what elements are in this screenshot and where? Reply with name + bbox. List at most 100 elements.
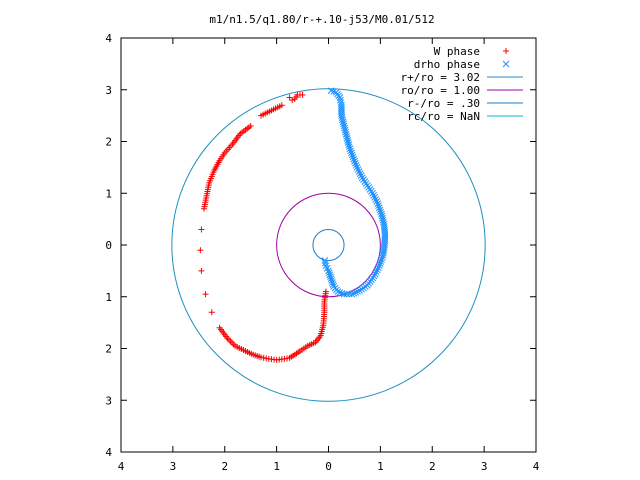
w-phase-point — [201, 205, 207, 212]
reference-circles — [171, 88, 486, 402]
w-phase-point — [284, 355, 290, 362]
x-tick-label: 0 — [325, 460, 332, 473]
y-tick-label: 3 — [105, 394, 112, 407]
drho-phase-point — [375, 262, 383, 270]
drho-phase-point — [341, 126, 349, 134]
legend-label: r+/ro = 3.02 — [401, 71, 480, 84]
x-tick-label: 4 — [118, 460, 125, 473]
drho-phase-point — [372, 196, 380, 203]
x-tick-label: 4 — [533, 460, 540, 473]
y-tick-label: 2 — [105, 343, 112, 356]
drho-phase-point — [341, 124, 348, 132]
drho-phase-point — [378, 210, 385, 218]
w-phase-point — [229, 339, 236, 346]
drho-phase-point — [379, 249, 387, 257]
y-tick-label: 0 — [105, 239, 112, 252]
reference-circle — [276, 192, 381, 298]
w-phase-point — [198, 267, 205, 274]
drho-phase-point — [352, 161, 360, 169]
w-phase-point — [208, 309, 215, 316]
drho-phase-point — [338, 114, 346, 122]
drho-phase-point — [349, 153, 357, 161]
drho-phase-point — [340, 122, 348, 130]
drho-phase-point — [376, 260, 384, 267]
drho-phase-point — [374, 200, 382, 207]
drho-phase-point — [355, 168, 363, 175]
drho-phase-point — [354, 288, 362, 295]
drho-phase-point — [356, 170, 364, 177]
legend-label: r-/ro = .30 — [407, 97, 480, 110]
y-tick-label: 2 — [105, 136, 112, 149]
w-phase-point — [281, 355, 288, 362]
drho-phase-point — [321, 257, 329, 264]
drho-phase-point — [354, 166, 362, 173]
drho-phase-point — [369, 189, 376, 197]
drho-phase-point — [328, 277, 336, 284]
x-tick-label: 2 — [429, 460, 436, 473]
drho-phase-point — [337, 96, 344, 104]
drho-phase-point — [340, 290, 348, 298]
drho-phase-point — [338, 112, 345, 119]
legend-label: drho phase — [414, 58, 480, 71]
drho-phase-point — [346, 145, 354, 153]
drho-phase-point — [343, 132, 351, 140]
x-tick-label: 2 — [221, 460, 228, 473]
drho-phase-point — [339, 116, 346, 124]
drho-phase-point — [378, 256, 385, 263]
drho-phase-point — [345, 143, 353, 151]
drho-phase-point — [375, 202, 382, 210]
w-phase-point — [202, 291, 209, 298]
drho-phase-point — [371, 194, 379, 201]
drho-phase-point — [326, 271, 334, 279]
chart-title: m1/n1.5/q1.80/r-+.10-j53/M0.01/512 — [209, 13, 434, 26]
drho-phase-point — [348, 151, 356, 159]
drho-phase-point — [377, 208, 385, 216]
drho-phase-point — [376, 206, 384, 214]
w-phase-point — [198, 226, 205, 233]
legend-label: W phase — [434, 45, 480, 58]
drho-phase-point — [336, 94, 344, 101]
drho-phase-point — [352, 159, 359, 167]
legend-marker-plus — [503, 48, 509, 54]
drho-phase-point — [322, 259, 329, 267]
drho-phase-point — [350, 155, 358, 163]
drho-phase-point — [344, 139, 352, 146]
drho-phase-point — [322, 262, 330, 270]
drho-phase-point — [342, 130, 350, 138]
drho-phase-point — [348, 149, 355, 157]
drho-phase-point — [371, 270, 379, 278]
drho-phase-point — [325, 269, 333, 277]
drho-phase-point — [373, 266, 381, 274]
reference-circle — [312, 228, 345, 262]
drho-phase-point — [330, 283, 338, 290]
drho-phase-point — [338, 289, 346, 297]
drho-phase-point — [370, 191, 377, 199]
drho-phase-point — [374, 264, 382, 272]
drho-phase-point — [340, 120, 347, 128]
w-phase-point — [197, 247, 204, 254]
x-tick-label: 1 — [273, 460, 280, 473]
drho-phase-point — [347, 147, 355, 155]
drho-phase-point — [377, 258, 385, 265]
drho-phase-point — [327, 273, 334, 281]
drho-phase-point — [372, 268, 380, 276]
w-phase-point — [227, 338, 234, 345]
y-tick-label: 1 — [105, 291, 112, 304]
data-points — [197, 87, 389, 363]
y-tick-label: 4 — [105, 446, 112, 459]
w-phase-point — [258, 112, 265, 119]
drho-phase-point — [345, 141, 353, 148]
drho-phase-point — [342, 128, 349, 136]
legend-label: rc/ro = NaN — [407, 110, 480, 123]
legend-label: ro/ro = 1.00 — [401, 84, 480, 97]
drho-phase-point — [345, 290, 353, 298]
x-tick-label: 3 — [481, 460, 488, 473]
y-tick-label: 4 — [105, 32, 112, 45]
drho-phase-point — [375, 204, 383, 212]
w-phase-point — [322, 288, 329, 295]
drho-phase-point — [356, 287, 363, 294]
x-tick-label: 1 — [377, 460, 384, 473]
